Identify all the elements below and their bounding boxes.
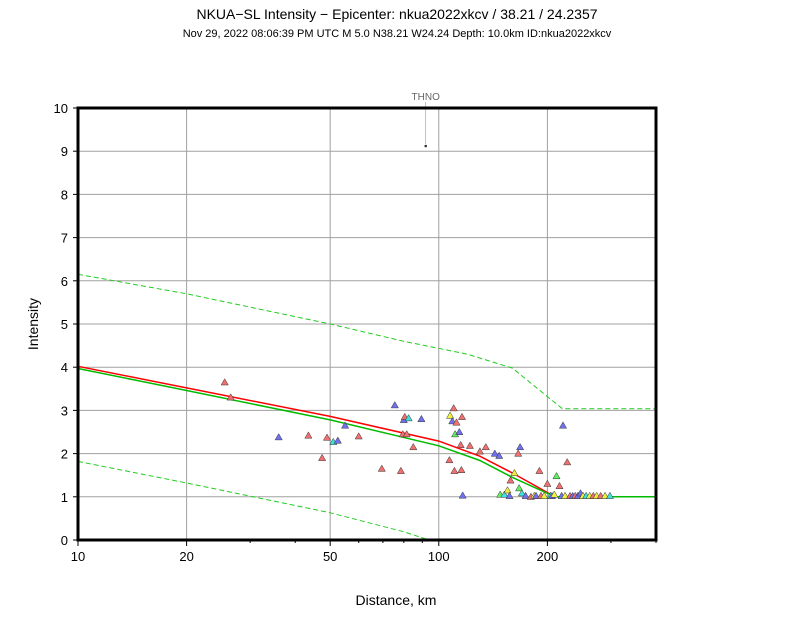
data-point [515,484,524,492]
data-point [514,449,523,457]
x-tick-label: 200 [537,549,559,564]
data-point [475,447,484,455]
data-point [481,442,490,451]
data-point [458,491,467,499]
data-point [505,491,514,499]
annotation-label: THNO [412,92,441,103]
data-point [456,440,465,448]
data-point [226,393,235,401]
data-point [304,431,313,439]
y-tick-label: 8 [61,187,68,202]
data-point [424,144,428,148]
data-point [500,490,509,498]
grid [77,107,656,541]
data-point [322,433,332,441]
data-point [341,421,350,429]
annotations: THNO [412,92,441,144]
y-tick-label: 9 [61,144,68,159]
data-point [390,401,399,409]
data-point [354,432,363,440]
y-tick-label: 3 [61,403,68,418]
y-tick-label: 5 [61,317,68,332]
chart-subtitle: Nov 29, 2022 08:06:39 PM UTC M 5.0 N38.2… [183,28,612,40]
data-point [318,453,327,461]
data-point [540,491,549,499]
y-tick-label: 7 [61,231,68,246]
x-tick-label: 20 [179,549,193,564]
bound-line-3 [77,460,430,541]
bound-line-2 [77,273,656,410]
data-point [449,404,458,412]
y-tick-label: 2 [61,447,68,462]
y-tick-label: 1 [61,490,68,505]
data-point [552,471,561,480]
data-point [450,466,459,474]
data-points [220,144,614,500]
data-point [457,465,466,473]
data-point [417,414,426,422]
y-tick-label: 0 [61,533,68,548]
data-point [457,412,467,420]
data-point [510,468,519,476]
data-point [274,433,283,441]
y-tick-label: 4 [61,360,68,375]
data-point [490,449,499,457]
data-point [333,436,342,444]
chart-title: NKUA−SL Intensity − Epicenter: nkua2022x… [196,6,597,22]
model-lines [77,273,656,541]
x-tick-label: 100 [428,549,450,564]
data-point [446,411,455,419]
data-point [601,491,610,499]
data-point [605,491,614,499]
tick-labels: 0 1 2 3 4 5 6 7 8 9 10 10 20 50 100 200 [54,101,657,564]
data-point [516,442,525,451]
model-line-1 [77,367,656,498]
x-axis-label: Distance, km [356,592,437,608]
data-point [455,427,464,435]
data-point [550,490,559,498]
data-point [555,481,564,489]
y-axis-label: Intensity [25,298,41,350]
data-point [558,421,568,429]
data-point [517,489,526,497]
data-point [465,441,474,449]
data-point [495,451,504,459]
data-point [506,476,515,484]
x-tick-label: 50 [323,549,337,564]
data-point [409,442,418,451]
y-tick-label: 6 [61,274,68,289]
data-point [503,486,512,494]
data-point [396,466,405,474]
data-point [563,458,572,466]
data-point [535,466,544,474]
x-tick-label: 10 [71,549,85,564]
data-point [402,430,411,438]
y-tick-label: 10 [54,101,68,116]
data-point [448,417,457,425]
data-point [404,414,413,422]
data-point [220,378,229,386]
data-point [543,479,552,487]
data-point [452,418,461,426]
data-point [561,491,570,499]
data-point [521,491,530,499]
data-point [445,455,454,464]
data-point [377,464,386,472]
data-point [531,491,541,499]
